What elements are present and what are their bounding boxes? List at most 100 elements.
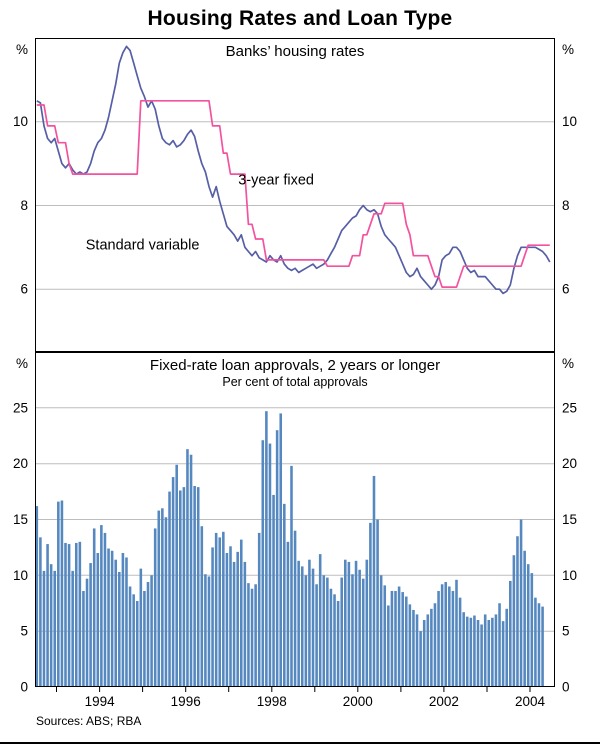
x-tick-label: 1996 (171, 694, 201, 708)
y-tick-label-right: 10 (562, 568, 577, 583)
line-series-1 (36, 99, 550, 288)
approvals-bar (401, 592, 404, 687)
approvals-bar (204, 574, 207, 687)
y-tick-label-right: 20 (562, 456, 577, 471)
approvals-bar (494, 614, 498, 687)
approvals-bar (143, 590, 146, 687)
approvals-bar (157, 510, 161, 687)
approvals-bar (465, 616, 469, 687)
y-tick-label-right: 5 (562, 624, 570, 639)
approvals-bar (311, 568, 315, 687)
approvals-bar (132, 594, 135, 687)
approvals-bar (150, 575, 153, 687)
approvals-bar (318, 554, 322, 687)
approvals-bar (186, 449, 189, 687)
approvals-bar (189, 454, 193, 687)
approvals-bar (85, 578, 89, 687)
y-tick-label-right: 8 (562, 198, 570, 213)
approvals-bar (275, 430, 279, 687)
approvals-bar (64, 542, 67, 687)
approvals-bar (168, 491, 171, 687)
approvals-bar (265, 411, 268, 687)
y-tick-label-left: 5 (20, 624, 28, 639)
approvals-bar (193, 486, 196, 687)
approvals-bar (49, 564, 53, 687)
approvals-bar (89, 563, 92, 687)
approvals-bar (415, 614, 419, 687)
approvals-bar (358, 569, 361, 687)
approvals-bar (369, 522, 372, 687)
y-tick-label-left: 20 (13, 456, 28, 471)
approvals-bar (239, 539, 243, 687)
approvals-bar (92, 528, 96, 687)
approvals-bar (458, 597, 462, 687)
approvals-bar (498, 603, 501, 687)
approvals-bar (451, 590, 455, 687)
approvals-bar (329, 588, 333, 687)
approvals-bar (118, 571, 121, 687)
approvals-bar (60, 500, 64, 687)
approvals-bar (236, 551, 239, 687)
y-tick-label-right: 25 (562, 400, 577, 415)
approvals-bar (344, 559, 347, 687)
approvals-bar (67, 544, 71, 687)
x-tick-label: 2004 (515, 694, 546, 708)
approvals-bar (326, 577, 329, 687)
approvals-bar (128, 586, 132, 687)
approvals-bar (57, 501, 60, 687)
unit-label-right: % (562, 42, 574, 57)
approvals-bar (153, 528, 157, 687)
x-tick-label: 1994 (85, 694, 116, 708)
approvals-bar (437, 590, 440, 687)
approvals-bar (290, 465, 293, 687)
approvals-bar (526, 564, 530, 687)
approvals-bar (422, 620, 426, 687)
approvals-bar (333, 594, 336, 687)
approvals-bar (53, 570, 57, 687)
approvals-bar (107, 548, 110, 687)
y-tick-label-right: 0 (562, 680, 570, 695)
line-series-0 (36, 45, 551, 295)
page-title: Housing Rates and Loan Type (147, 7, 453, 30)
approvals-bar (272, 494, 275, 687)
approvals-bar (261, 440, 265, 687)
approvals-bar (304, 575, 308, 687)
approvals-bar (408, 604, 412, 687)
y-tick-label-left: 10 (13, 568, 28, 583)
approvals-bar (541, 606, 544, 687)
unit-label-right: % (562, 356, 574, 371)
approvals-bar (315, 584, 318, 687)
approvals-bar (336, 601, 340, 687)
approvals-bar (440, 584, 444, 687)
approvals-bar (179, 490, 182, 687)
y-tick-label-left: 8 (20, 198, 28, 213)
approvals-bar (512, 555, 516, 687)
x-tick-label: 2002 (429, 694, 459, 708)
approvals-bar (537, 603, 541, 687)
approvals-bar (286, 541, 290, 687)
approvals-bar (372, 475, 376, 687)
approvals-bar (171, 477, 175, 687)
y-tick-label-left: 25 (13, 400, 28, 415)
approvals-bar (404, 596, 408, 687)
approvals-bar (222, 531, 225, 687)
y-tick-label-right: 15 (562, 512, 577, 527)
unit-label-left: % (16, 356, 28, 371)
approvals-bar (71, 570, 74, 687)
approvals-bar (78, 541, 82, 687)
approvals-bar (534, 597, 537, 687)
approvals-bar (225, 553, 229, 687)
approvals-bar (390, 590, 394, 687)
approvals-bar (125, 557, 128, 687)
approvals-bar (351, 574, 354, 687)
panel-title: Fixed-rate loan approvals, 2 years or lo… (150, 357, 440, 374)
approvals-bar (430, 608, 433, 687)
series-annotation: 3-year fixed (238, 173, 314, 189)
y-tick-label-left: 0 (20, 680, 28, 695)
approvals-bar (46, 544, 49, 687)
approvals-bar (480, 624, 483, 687)
approvals-bar (135, 601, 139, 687)
y-tick-label-right: 10 (562, 114, 577, 129)
approvals-bar (100, 525, 103, 687)
